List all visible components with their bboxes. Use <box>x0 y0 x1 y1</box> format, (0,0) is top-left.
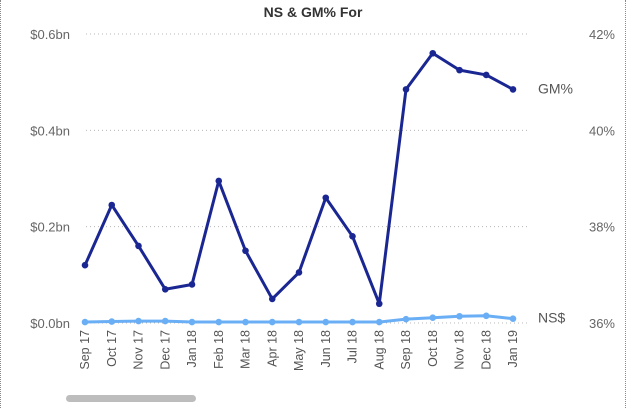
right-tick-label: 36% <box>589 316 615 331</box>
series-label: NS$ <box>538 310 565 326</box>
data-point[interactable] <box>242 247 249 255</box>
data-point[interactable] <box>456 66 463 74</box>
x-tick-label: Jan 18 <box>185 330 199 368</box>
data-point[interactable] <box>81 261 89 269</box>
x-tick-label: Dec 18 <box>479 330 493 370</box>
series-layer: GM% NS$ <box>81 49 573 326</box>
left-tick-label: $0.6bn <box>30 27 70 42</box>
x-tick-label: Oct 18 <box>426 330 440 367</box>
data-point[interactable] <box>268 295 276 303</box>
data-point[interactable] <box>402 315 410 323</box>
data-point[interactable] <box>242 318 249 326</box>
data-point[interactable] <box>456 312 463 320</box>
data-point[interactable] <box>509 315 517 322</box>
right-tick-label: 38% <box>589 220 615 235</box>
data-point[interactable] <box>81 318 89 326</box>
x-tick-label: May 18 <box>292 330 306 371</box>
x-tick-label: Nov 17 <box>132 330 146 370</box>
data-point[interactable] <box>482 71 490 79</box>
x-tick-label: Feb 18 <box>212 330 226 369</box>
data-point[interactable] <box>215 318 223 326</box>
data-point[interactable] <box>295 318 303 326</box>
series-line-0 <box>83 51 514 306</box>
x-tick-label: Nov 18 <box>453 330 467 370</box>
x-tick-label: Jan 19 <box>506 330 520 368</box>
data-point[interactable] <box>375 300 383 308</box>
right-tick-label: 40% <box>589 123 615 138</box>
data-point[interactable] <box>215 177 223 185</box>
series-label: GM% <box>538 80 573 96</box>
frame-left-border <box>0 0 2 408</box>
data-point[interactable] <box>509 86 517 93</box>
data-point[interactable] <box>161 285 169 293</box>
x-tick-label: Aug 18 <box>372 330 386 370</box>
data-point[interactable] <box>349 318 356 326</box>
x-axis: Sep 17 Oct 17 Nov 17 Dec 17 Jan 18 Feb 18 Mar … <box>78 330 520 371</box>
scrollbar-thumb[interactable] <box>66 395 196 402</box>
x-tick-label: Jul 18 <box>346 330 360 363</box>
data-point[interactable] <box>402 86 410 93</box>
x-tick-label: Sep 17 <box>78 330 92 370</box>
grid-lines <box>86 33 527 324</box>
data-point[interactable] <box>268 318 276 326</box>
left-tick-label: $0.2bn <box>30 220 70 235</box>
data-point[interactable] <box>482 312 490 320</box>
right-axis: 36% 38% 40% 42% <box>589 27 615 331</box>
data-point[interactable] <box>375 318 383 326</box>
data-point[interactable] <box>429 314 437 322</box>
x-tick-label: Jun 18 <box>319 330 333 368</box>
data-point[interactable] <box>161 317 169 325</box>
left-tick-label: $0.4bn <box>30 123 70 138</box>
horizontal-scrollbar[interactable] <box>62 395 618 403</box>
data-point[interactable] <box>108 318 116 325</box>
left-tick-label: $0.0bn <box>30 316 70 331</box>
data-point[interactable] <box>188 281 196 288</box>
x-tick-label: Oct 17 <box>105 330 119 367</box>
data-point[interactable] <box>295 269 303 276</box>
x-tick-label: Sep 18 <box>399 330 413 370</box>
data-point[interactable] <box>108 201 116 209</box>
x-tick-label: Apr 18 <box>265 330 279 367</box>
left-axis: $0.0bn $0.2bn $0.4bn $0.6bn <box>30 27 70 331</box>
data-point[interactable] <box>429 49 437 57</box>
x-tick-label: Mar 18 <box>239 330 253 369</box>
data-point[interactable] <box>135 242 142 250</box>
data-point[interactable] <box>188 318 196 326</box>
data-point[interactable] <box>349 233 356 240</box>
x-tick-label: Dec 17 <box>158 330 172 370</box>
data-point[interactable] <box>322 194 330 202</box>
data-point[interactable] <box>135 317 142 325</box>
right-tick-label: 42% <box>589 27 615 42</box>
data-point[interactable] <box>322 318 330 326</box>
chart-title: NS & GM% For <box>264 4 363 20</box>
